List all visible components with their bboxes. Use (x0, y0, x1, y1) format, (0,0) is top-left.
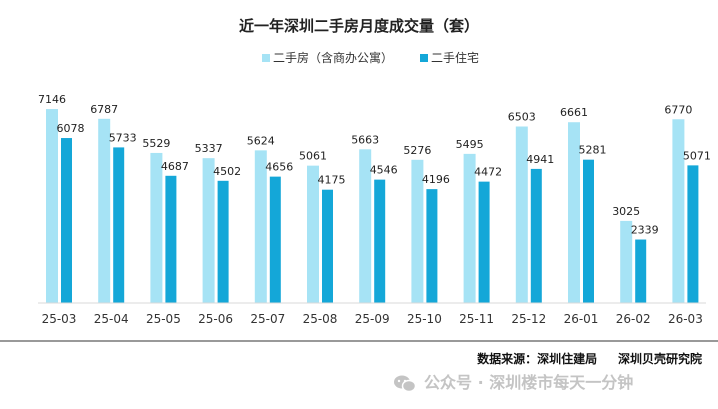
bar-series-1-25-04 (98, 118, 111, 304)
x-tick-label-25-10: 25-10 (407, 312, 442, 326)
bars-group (46, 109, 699, 304)
source-note: 数据来源：深圳住建局 深圳贝壳研究院 (477, 351, 702, 366)
legend-label-series-1: 二手房（含商办公寓） (273, 50, 393, 65)
bar-series-1-25-07 (254, 150, 267, 303)
data-label-series-2-25-11: 4472 (474, 166, 502, 179)
data-label-series-1-25-09: 5663 (351, 133, 379, 146)
chart-title: 近一年深圳二手房月度成交量（套） (239, 17, 479, 35)
bar-series-2-26-03 (687, 165, 699, 303)
x-tick-label-25-04: 25-04 (94, 312, 129, 326)
bar-series-1-25-03 (46, 109, 58, 304)
bar-series-2-25-05 (165, 175, 177, 303)
x-tick-label-25-08: 25-08 (303, 312, 338, 326)
data-label-series-2-25-05: 4687 (161, 160, 189, 173)
bar-series-1-25-11 (463, 153, 476, 303)
bar-series-2-25-04 (113, 147, 125, 303)
data-label-series-2-26-03: 5071 (683, 149, 711, 162)
legend-swatch-series-2 (420, 54, 428, 62)
bar-series-1-26-02 (620, 220, 633, 303)
bar-series-1-25-06 (202, 158, 215, 303)
bar-series-2-25-07 (269, 176, 281, 303)
data-label-series-1-25-04: 6787 (90, 103, 118, 116)
bar-series-1-25-10 (411, 159, 424, 303)
data-label-series-2-25-10: 4196 (422, 173, 450, 186)
bar-series-2-25-10 (426, 189, 438, 303)
bar-series-1-25-08 (307, 165, 319, 303)
bar-series-2-25-06 (217, 180, 229, 303)
x-axis-ticks: 25-03 25-04 25-05 25-06 25-07 25-08 25-09 25-10… (42, 312, 703, 326)
data-label-series-1-26-02: 3025 (612, 205, 640, 218)
x-tick-label-25-05: 25-05 (146, 312, 181, 326)
data-label-series-2-26-02: 2339 (631, 224, 659, 237)
bar-series-1-26-01 (568, 122, 580, 303)
legend-label-series-2: 二手住宅 (431, 50, 479, 65)
legend-swatch-series-1 (262, 54, 270, 62)
x-tick-label-26-02: 26-02 (616, 312, 651, 326)
x-tick-label-26-01: 26-01 (564, 312, 599, 326)
watermark-text: 公众号 · 深圳楼市每天一分钟 (424, 373, 633, 392)
data-label-series-2-25-03: 6078 (57, 122, 85, 135)
bar-series-2-25-09 (374, 179, 386, 303)
x-tick-label-25-11: 25-11 (459, 312, 494, 326)
data-label-series-1-25-12: 6503 (508, 111, 536, 124)
data-label-series-2-25-06: 4502 (213, 165, 241, 178)
data-label-series-1-25-10: 5276 (403, 144, 431, 157)
data-label-series-1-25-06: 5337 (195, 142, 223, 155)
data-label-series-1-25-05: 5529 (142, 137, 170, 150)
bar-series-2-25-12 (530, 168, 542, 303)
data-label-series-1-26-03: 6770 (664, 103, 692, 116)
watermark: 公众号 · 深圳楼市每天一分钟 (394, 373, 633, 393)
x-tick-label-25-06: 25-06 (198, 312, 233, 326)
data-label-series-2-25-04: 5733 (109, 131, 137, 144)
bar-series-2-26-02 (635, 239, 647, 303)
value-labels-group: 7146 6078 6787 5733 5529 4687 5337 4502 5624 4656… (38, 93, 711, 236)
bar-series-1-25-09 (359, 149, 372, 303)
x-tick-label-26-03: 26-03 (668, 312, 703, 326)
bar-series-1-25-12 (515, 126, 528, 304)
data-label-series-2-25-09: 4546 (370, 164, 398, 177)
data-label-series-1-25-11: 5495 (456, 138, 484, 151)
data-label-series-1-25-08: 5061 (299, 150, 327, 163)
wechat-icon (394, 375, 417, 393)
x-tick-label-25-09: 25-09 (355, 312, 390, 326)
x-tick-label-25-12: 25-12 (511, 312, 546, 326)
bar-series-2-25-11 (478, 181, 490, 303)
bar-series-1-26-03 (672, 119, 685, 303)
x-tick-label-25-07: 25-07 (250, 312, 285, 326)
data-label-series-1-25-07: 5624 (247, 134, 275, 147)
data-label-series-2-25-08: 4175 (318, 174, 346, 187)
bar-series-1-25-05 (150, 152, 163, 303)
data-label-series-1-26-01: 6661 (560, 106, 588, 119)
bar-series-2-25-03 (61, 138, 72, 303)
data-label-series-2-25-07: 4656 (265, 161, 293, 174)
data-label-series-2-25-12: 4941 (526, 153, 554, 166)
data-label-series-1-25-03: 7146 (38, 93, 66, 106)
bar-series-2-25-08 (322, 189, 333, 303)
bar-series-2-26-01 (583, 159, 594, 303)
x-tick-label-25-03: 25-03 (42, 312, 77, 326)
data-label-series-2-26-01: 5281 (579, 144, 607, 157)
legend: 二手房（含商办公寓） 二手住宅 (262, 50, 479, 65)
